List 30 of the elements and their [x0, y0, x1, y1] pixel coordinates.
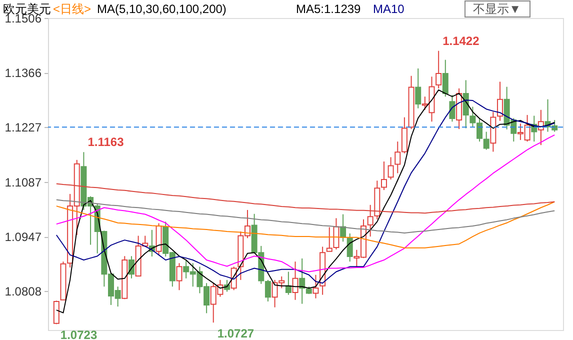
candlestick [496, 81, 503, 122]
y-tick-label: 1.1227 [4, 120, 42, 135]
text: MA(5,10,30,60,100,200) [97, 2, 226, 16]
candlestick [326, 226, 332, 252]
line-series [56, 134, 556, 272]
candlestick [176, 262, 182, 291]
candlestick [312, 274, 319, 299]
candlestick [264, 279, 271, 302]
candlestick [442, 59, 448, 98]
candlestick [388, 156, 394, 180]
candlestick [538, 109, 544, 146]
y-tick-label: 1.1087 [4, 175, 42, 190]
annotation: 1.0727 [217, 326, 254, 340]
annotation: 1.1163 [88, 135, 124, 150]
text: MA5:1.1239 [296, 2, 362, 16]
annotation: 1.1422 [442, 34, 480, 48]
candlestick [415, 68, 422, 109]
chart-subtitle: <日线> [53, 2, 92, 16]
text: 不显示▼ [473, 2, 521, 16]
candlestick [53, 300, 60, 325]
y-tick-label: 1.0808 [4, 284, 42, 298]
y-tick-label: 1.0947 [4, 230, 42, 244]
y-tick-label: 1.1366 [4, 66, 42, 80]
candlestick [436, 50, 442, 89]
candlestick [346, 232, 353, 262]
candlestick [292, 261, 298, 300]
candlestick [333, 218, 340, 250]
candlestick [449, 94, 456, 122]
annotation: 1.0723 [60, 328, 98, 340]
text: MA10 [373, 2, 405, 16]
